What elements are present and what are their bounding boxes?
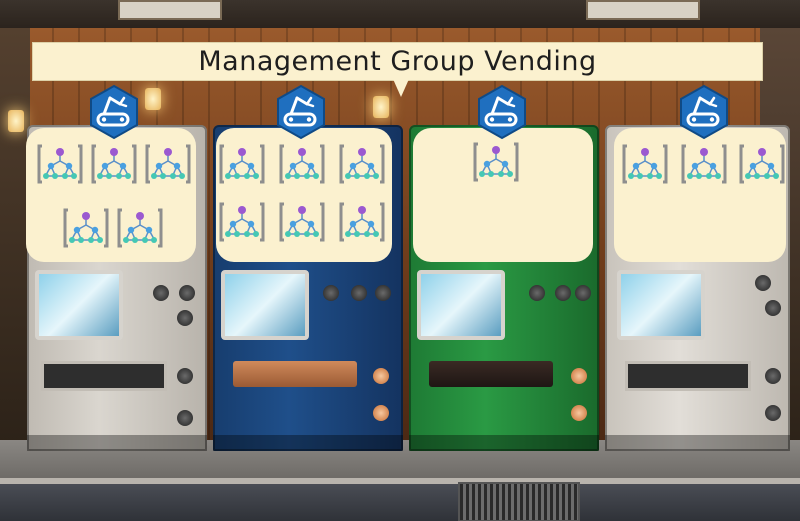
management-group-icon: [472, 140, 520, 184]
knob: [179, 285, 195, 301]
page-title: Management Group Vending: [198, 46, 597, 77]
pipeline-badge-icon: [676, 84, 732, 140]
management-group-icon: [278, 142, 326, 186]
wall-left: [0, 28, 30, 448]
management-group-icon: [621, 142, 669, 186]
wall-lamp-center: [373, 96, 389, 118]
wall-lamp-edge: [8, 110, 24, 132]
knob: [529, 285, 545, 301]
pipeline-badge-icon: [474, 84, 530, 140]
knob: [765, 405, 781, 421]
management-group-icon: [116, 206, 164, 250]
knob: [765, 300, 781, 316]
title-bubble: Management Group Vending: [32, 42, 763, 81]
pipeline-badge-icon: [273, 84, 329, 140]
knob: [375, 285, 391, 301]
management-group-icon: [62, 206, 110, 250]
top-sign-left: [118, 0, 222, 20]
management-group-icon: [144, 142, 192, 186]
knob: [153, 285, 169, 301]
product-window: [221, 270, 309, 340]
panel-machine-3: [413, 128, 593, 262]
top-sign-right: [586, 0, 700, 20]
road: [0, 484, 800, 521]
machine-base: [605, 435, 790, 451]
knob: [373, 405, 389, 421]
machine-base: [409, 435, 599, 451]
management-group-icon: [338, 142, 386, 186]
machine-base: [27, 435, 207, 451]
dispense-slot: [233, 361, 357, 387]
product-window: [617, 270, 705, 340]
dispense-slot: [429, 361, 553, 387]
knob: [351, 285, 367, 301]
knob: [177, 410, 193, 426]
pipeline-badge-icon: [86, 84, 142, 140]
dispense-slot: [41, 361, 167, 391]
dispense-slot: [625, 361, 751, 391]
management-group-icon: [278, 200, 326, 244]
management-group-icon: [218, 142, 266, 186]
product-window: [417, 270, 505, 340]
knob: [323, 285, 339, 301]
management-group-icon: [90, 142, 138, 186]
knob: [571, 405, 587, 421]
knob: [765, 368, 781, 384]
product-window: [35, 270, 123, 340]
machine-base: [213, 435, 403, 451]
title-bubble-tail: [393, 79, 409, 97]
management-group-icon: [36, 142, 84, 186]
knob: [177, 368, 193, 384]
knob: [555, 285, 571, 301]
wall-lamp-left: [145, 88, 161, 110]
knob: [575, 285, 591, 301]
curb: [0, 478, 800, 484]
management-group-icon: [738, 142, 786, 186]
management-group-icon: [218, 200, 266, 244]
knob: [755, 275, 771, 291]
management-group-icon: [338, 200, 386, 244]
drain-grate: [458, 482, 580, 521]
knob: [177, 310, 193, 326]
knob: [571, 368, 587, 384]
management-group-icon: [680, 142, 728, 186]
knob: [373, 368, 389, 384]
